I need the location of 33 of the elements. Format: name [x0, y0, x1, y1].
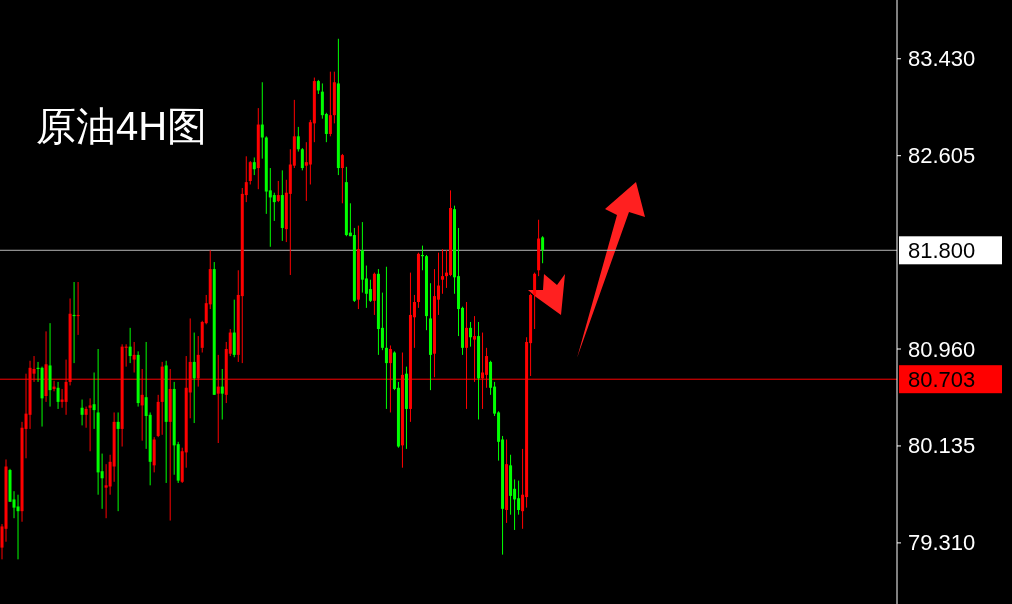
candlestick	[260, 81, 264, 160]
candlestick	[16, 494, 20, 560]
candlestick	[469, 321, 473, 348]
candlestick	[80, 399, 84, 426]
candlestick	[88, 397, 92, 452]
candlestick	[128, 327, 132, 364]
candlestick	[368, 279, 372, 303]
ref-line-label: 81.800	[908, 237, 976, 263]
candlestick	[533, 272, 537, 330]
candlestick	[296, 126, 300, 153]
y-tick-label: 82.605	[908, 143, 976, 169]
candlestick	[132, 341, 136, 374]
candlestick	[384, 266, 388, 410]
candlestick	[56, 381, 60, 410]
ref-line-label: 80.703	[908, 366, 976, 392]
candlestick	[232, 299, 236, 358]
y-tick-label: 80.960	[908, 336, 976, 362]
candlestick	[440, 248, 444, 295]
candlestick	[300, 147, 304, 171]
candlestick	[192, 332, 196, 424]
candlestick	[340, 153, 344, 204]
y-tick-label: 83.430	[908, 46, 976, 72]
candlestick	[272, 192, 276, 222]
y-tick-label: 79.310	[908, 530, 976, 556]
y-tick-label: 80.135	[908, 433, 976, 459]
candlestick	[248, 160, 252, 185]
text: 原油4H图	[36, 104, 208, 148]
candlestick	[220, 368, 224, 421]
candlestick	[328, 71, 332, 137]
candlestick	[517, 480, 521, 516]
candlestick	[541, 235, 545, 264]
candlestick	[276, 180, 280, 203]
candlestick	[116, 411, 120, 512]
